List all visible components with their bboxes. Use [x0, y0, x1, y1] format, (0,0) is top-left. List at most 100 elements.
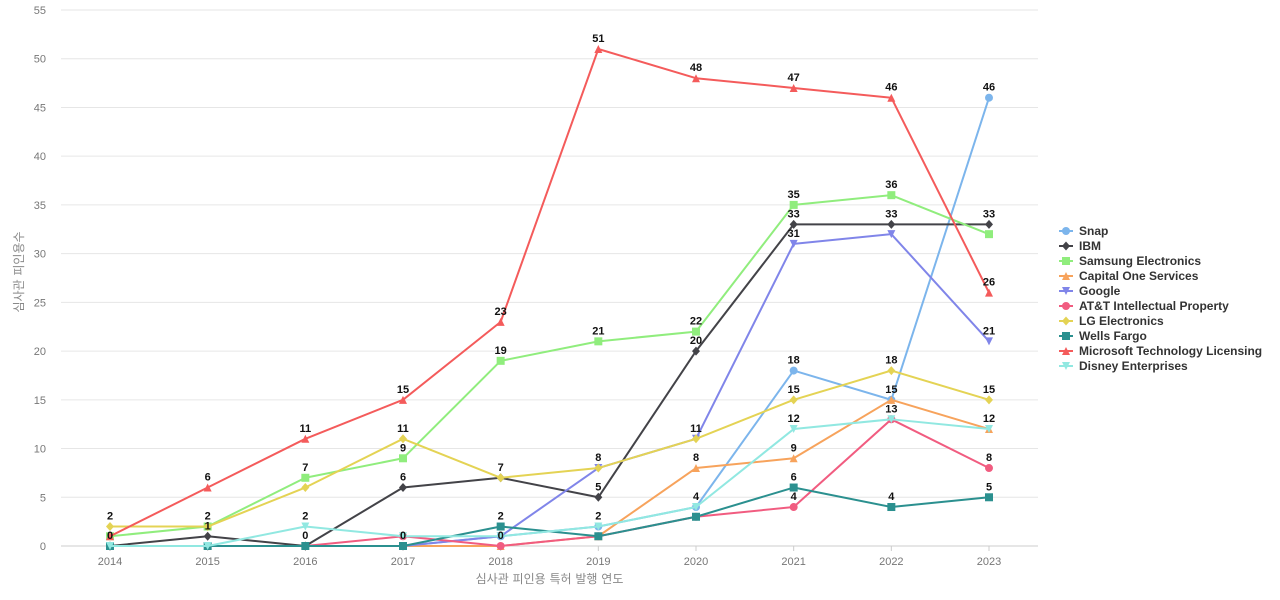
- data-point: [399, 395, 407, 404]
- legend-marker: [1062, 302, 1070, 310]
- series-lines: [106, 44, 993, 551]
- legend-marker: [1062, 257, 1070, 265]
- legend-label: Microsoft Technology Licensing: [1079, 344, 1262, 358]
- x-tick-label: 2015: [195, 556, 219, 568]
- data-label: 12: [983, 413, 995, 425]
- data-label: 36: [885, 179, 897, 191]
- data-label: 15: [885, 384, 897, 396]
- data-point: [887, 93, 896, 102]
- data-label: 47: [788, 72, 800, 84]
- data-point: [887, 191, 896, 200]
- legend-item[interactable]: IBM: [1059, 239, 1101, 253]
- data-point: [106, 532, 114, 541]
- data-label: 35: [788, 189, 800, 201]
- legend-item[interactable]: AT&T Intellectual Property: [1059, 299, 1229, 313]
- data-point: [692, 512, 700, 521]
- data-label: 15: [788, 384, 800, 396]
- legend-item[interactable]: LG Electronics: [1059, 314, 1164, 328]
- y-tick-label: 45: [34, 102, 46, 114]
- x-tick-label: 2023: [977, 556, 1001, 568]
- series-line: [109, 47, 990, 538]
- data-point: [985, 464, 993, 473]
- data-label: 15: [983, 384, 995, 396]
- data-label: 5: [986, 481, 992, 493]
- data-label: 33: [983, 208, 995, 220]
- series-microsoft-technology-licensing: [106, 44, 993, 541]
- data-point: [594, 492, 603, 502]
- data-label: 11: [397, 423, 409, 435]
- data-point: [106, 542, 114, 550]
- legend-item[interactable]: Snap: [1059, 224, 1108, 238]
- series-line: [110, 369, 990, 528]
- data-label: 51: [592, 33, 604, 45]
- legend-label: Capital One Services: [1079, 269, 1199, 283]
- legend-item[interactable]: Google: [1059, 284, 1121, 298]
- data-point: [594, 463, 603, 473]
- data-label: 31: [788, 228, 800, 240]
- data-label: 5: [595, 481, 601, 493]
- data-point: [985, 395, 993, 405]
- data-point: [789, 395, 798, 405]
- legend-item[interactable]: Samsung Electronics: [1059, 254, 1201, 268]
- data-label: 33: [885, 208, 897, 220]
- data-point: [985, 93, 993, 102]
- legend-marker: [1062, 241, 1070, 251]
- data-label: 21: [983, 325, 995, 337]
- x-tick-label: 2017: [391, 556, 415, 568]
- data-point: [789, 503, 798, 512]
- data-label: 2: [498, 511, 504, 523]
- data-label: 7: [498, 462, 504, 474]
- data-point: [399, 483, 407, 493]
- data-label: 6: [791, 472, 797, 484]
- legend-item[interactable]: Microsoft Technology Licensing: [1059, 344, 1262, 358]
- data-point: [594, 44, 603, 53]
- legend-item[interactable]: Capital One Services: [1059, 269, 1199, 283]
- series-line: [109, 194, 990, 538]
- data-label: 12: [788, 413, 800, 425]
- legend-label: Snap: [1079, 224, 1108, 238]
- data-point: [399, 454, 407, 463]
- series-line: [110, 486, 990, 547]
- data-label: 22: [690, 316, 702, 328]
- data-point: [789, 83, 798, 92]
- x-axis-title: 심사관 피인용 특허 발행 연도: [476, 571, 624, 586]
- data-label: 2: [302, 511, 308, 523]
- legend-item[interactable]: Wells Fargo: [1059, 329, 1147, 343]
- data-label: 11: [300, 423, 312, 435]
- data-label: 33: [788, 208, 800, 220]
- data-point: [594, 532, 603, 541]
- y-tick-label: 40: [34, 151, 46, 163]
- data-point: [789, 425, 798, 434]
- data-label: 9: [791, 442, 797, 454]
- legend-marker: [1062, 332, 1070, 340]
- data-label: 48: [690, 62, 702, 74]
- data-point: [692, 434, 700, 444]
- y-tick-label: 50: [34, 54, 46, 66]
- data-point: [985, 230, 993, 239]
- data-label: 7: [302, 462, 308, 474]
- legend-marker: [1062, 227, 1070, 235]
- data-label: 2: [205, 511, 211, 523]
- data-point: [887, 230, 896, 239]
- data-point: [203, 483, 212, 492]
- data-point: [789, 200, 798, 209]
- data-point: [594, 337, 603, 346]
- data-label: 26: [983, 277, 995, 289]
- data-label: 13: [885, 403, 897, 415]
- x-tick-label: 2016: [293, 556, 317, 568]
- legend-item[interactable]: Disney Enterprises: [1059, 359, 1188, 373]
- data-point: [496, 532, 505, 541]
- x-tick-label: 2019: [586, 556, 610, 568]
- data-point: [887, 366, 896, 376]
- data-label: 8: [986, 452, 992, 464]
- series-line: [110, 97, 990, 547]
- x-tick-label: 2022: [879, 556, 903, 568]
- data-point: [789, 366, 798, 375]
- data-label: 46: [983, 82, 995, 94]
- data-label: 19: [495, 345, 507, 357]
- data-point: [301, 483, 310, 493]
